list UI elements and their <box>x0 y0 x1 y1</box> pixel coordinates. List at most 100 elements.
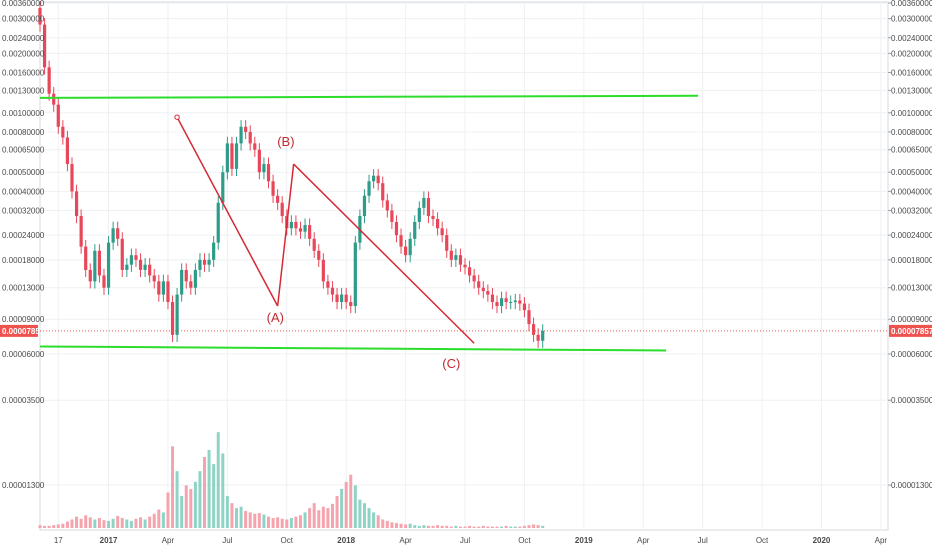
volume-bar <box>436 525 440 528</box>
volume-bar <box>298 515 302 528</box>
drawings[interactable] <box>39 94 888 352</box>
candle-body <box>362 195 367 217</box>
volume-bar <box>38 525 42 528</box>
y-tick-label-left: 0.00050000 <box>2 168 45 177</box>
volume-bar <box>221 453 225 528</box>
candle-body <box>340 294 344 303</box>
candle-body <box>454 255 458 260</box>
candle-body <box>541 330 545 341</box>
volume-bar <box>88 517 92 528</box>
volume-bar <box>536 525 540 528</box>
volume-bar <box>225 496 229 528</box>
candle-body <box>248 131 252 144</box>
volume-bar <box>376 515 380 528</box>
candle-body <box>93 250 97 282</box>
support-line <box>39 94 699 99</box>
volume-bar <box>522 525 526 528</box>
volume-bar <box>495 526 499 528</box>
volume-bar <box>180 496 184 528</box>
y-tick-label-right: 0.00050000 <box>891 168 932 177</box>
volume-bar <box>285 519 289 528</box>
candle-body <box>312 238 316 251</box>
y-tick-label-left: 0.00100000 <box>2 109 45 118</box>
y-tick-label-right: 0.00160000 <box>891 69 932 78</box>
candle-body <box>289 221 293 229</box>
candle-body <box>490 294 495 303</box>
y-tick-label-left: 0.00080000 <box>2 128 45 137</box>
volume-bar <box>152 513 156 528</box>
y-tick-label-left: 0.00040000 <box>2 187 45 196</box>
volume-bar <box>367 508 371 528</box>
candle-body <box>399 235 403 247</box>
candle-body <box>509 302 513 304</box>
candle-body <box>458 255 463 265</box>
wave-label: (B) <box>277 134 294 149</box>
volume-bar <box>445 525 449 528</box>
candle-body <box>157 281 161 295</box>
candle-body <box>486 291 490 295</box>
candle-body <box>207 259 211 265</box>
candle-body <box>385 200 389 211</box>
y-tick-label-right: 0.00240000 <box>891 34 932 43</box>
candle-body <box>134 255 138 260</box>
y-tick-label-left: 0.00006000 <box>2 350 45 359</box>
candle-body <box>499 298 504 307</box>
candle-body <box>426 198 431 217</box>
y-tick-label-left: 0.00065000 <box>2 146 45 155</box>
candle-body <box>326 281 330 288</box>
y-tick-label-left: 0.00009000 <box>2 315 45 324</box>
volume-bar <box>532 524 536 528</box>
x-tick-label: Oct <box>281 536 294 545</box>
volume-bar <box>189 488 193 528</box>
x-tick-label: 2017 <box>100 536 118 545</box>
y-tick-label-left: 0.00200000 <box>2 49 45 58</box>
volume-bar <box>454 525 458 528</box>
x-tick-label: Apr <box>162 536 175 545</box>
volume-bar <box>111 518 115 528</box>
volume-bar <box>161 512 165 528</box>
volume-bar <box>294 516 298 528</box>
volume-bar <box>212 464 216 528</box>
last-price-label-right: 0.00007857 <box>891 327 932 336</box>
volume-bar <box>253 513 257 528</box>
candle-body <box>518 300 522 304</box>
candle-body <box>74 191 79 217</box>
volume-bar <box>353 485 357 528</box>
candle-body <box>367 181 371 196</box>
volume-bar <box>262 514 266 528</box>
volume-bar <box>125 519 129 528</box>
volume-bar <box>349 474 353 528</box>
candle-body <box>330 287 335 295</box>
x-tick-label: Oct <box>756 536 769 545</box>
x-tick-label: Jul <box>460 536 470 545</box>
y-tick-label-left: 0.00032000 <box>2 206 45 215</box>
candle-body <box>56 104 60 127</box>
y-tick-label-left: 0.00160000 <box>2 69 45 78</box>
volume-bar <box>70 519 74 528</box>
volume-bar <box>193 481 197 528</box>
y-tick-label-right: 0.00009000 <box>891 315 932 324</box>
candle-body <box>376 175 380 184</box>
x-tick-label: 17 <box>54 536 63 545</box>
volume-bar <box>235 508 239 528</box>
candle-body <box>522 303 527 311</box>
volume-bar <box>239 506 243 528</box>
volume-bar <box>486 526 490 528</box>
candle-body <box>404 246 408 256</box>
volume-bar <box>280 518 284 528</box>
volume-bar <box>504 525 508 528</box>
volume-bar <box>97 518 101 528</box>
candle-body <box>225 143 229 173</box>
y-tick-label-left: 0.00003500 <box>2 396 45 405</box>
volume-bar <box>440 525 444 528</box>
volume-bar <box>326 508 330 528</box>
volume-bar <box>157 509 161 528</box>
candle-body <box>84 246 88 270</box>
volume-bar <box>417 525 421 528</box>
x-tick-label: 2018 <box>337 536 355 545</box>
y-tick-label-left: 0.00018000 <box>2 256 45 265</box>
volume-bar <box>56 524 60 528</box>
